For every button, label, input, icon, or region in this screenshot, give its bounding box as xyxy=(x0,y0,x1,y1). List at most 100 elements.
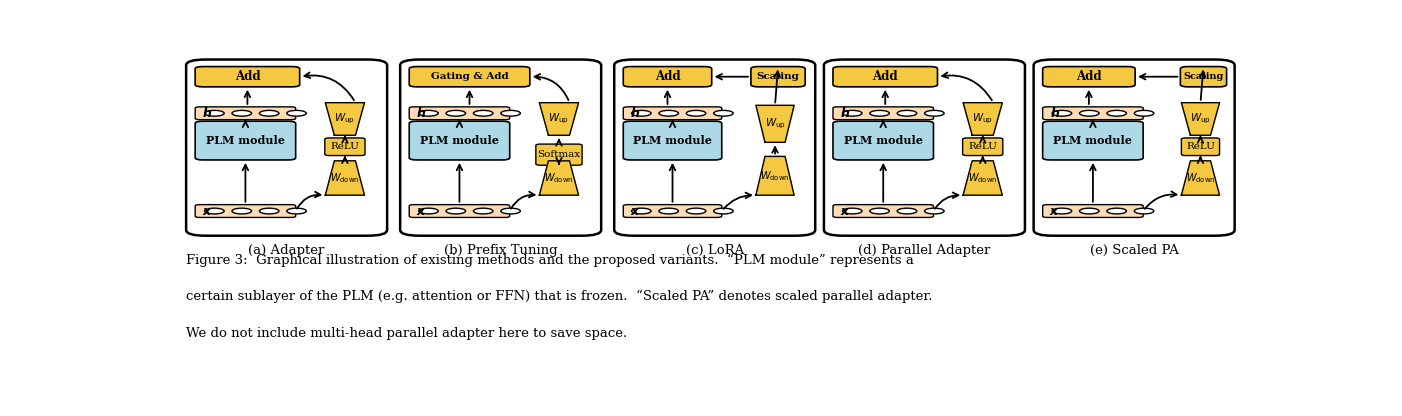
Text: $\bfit{x}$: $\bfit{x}$ xyxy=(416,205,426,218)
Circle shape xyxy=(631,208,651,214)
Circle shape xyxy=(287,208,306,214)
Text: ReLU: ReLU xyxy=(969,142,997,151)
Text: $\bfit{x}$: $\bfit{x}$ xyxy=(840,205,851,218)
FancyBboxPatch shape xyxy=(1182,138,1220,156)
FancyBboxPatch shape xyxy=(1033,59,1235,236)
Text: $W_\mathrm{up}$: $W_\mathrm{up}$ xyxy=(972,112,993,126)
Circle shape xyxy=(231,208,251,214)
Circle shape xyxy=(1080,208,1099,214)
FancyBboxPatch shape xyxy=(1043,205,1143,218)
Text: $W_\mathrm{up}$: $W_\mathrm{up}$ xyxy=(548,112,569,126)
FancyBboxPatch shape xyxy=(409,205,510,218)
Text: $\bfit{h}$: $\bfit{h}$ xyxy=(840,106,850,120)
Text: $\bfit{h}$: $\bfit{h}$ xyxy=(629,106,641,120)
Text: $W_\mathrm{up}$: $W_\mathrm{up}$ xyxy=(764,116,785,131)
Circle shape xyxy=(1052,208,1071,214)
FancyBboxPatch shape xyxy=(624,205,722,218)
Polygon shape xyxy=(756,156,794,195)
FancyBboxPatch shape xyxy=(824,59,1025,236)
Text: PLM module: PLM module xyxy=(421,135,499,146)
Text: ReLU: ReLU xyxy=(331,142,359,151)
Circle shape xyxy=(419,208,439,214)
Text: $W_\mathrm{up}$: $W_\mathrm{up}$ xyxy=(1190,112,1211,126)
FancyBboxPatch shape xyxy=(624,67,712,87)
FancyBboxPatch shape xyxy=(1043,107,1143,120)
Circle shape xyxy=(205,110,224,116)
Circle shape xyxy=(205,208,224,214)
Circle shape xyxy=(924,208,944,214)
Circle shape xyxy=(1134,208,1154,214)
FancyBboxPatch shape xyxy=(1180,67,1227,87)
Polygon shape xyxy=(325,103,365,135)
Text: Add: Add xyxy=(655,70,680,83)
Circle shape xyxy=(474,208,494,214)
Text: $\bfit{x}$: $\bfit{x}$ xyxy=(629,205,641,218)
Text: certain sublayer of the PLM (e.g. attention or FFN) that is frozen.  “Scaled PA”: certain sublayer of the PLM (e.g. attent… xyxy=(186,290,932,303)
Text: $W_\mathrm{down}$: $W_\mathrm{down}$ xyxy=(544,171,573,185)
FancyBboxPatch shape xyxy=(963,138,1002,156)
FancyBboxPatch shape xyxy=(195,205,296,218)
Text: Figure 3:  Graphical illustration of existing methods and the proposed variants.: Figure 3: Graphical illustration of exis… xyxy=(186,253,914,267)
Text: $W_\mathrm{down}$: $W_\mathrm{down}$ xyxy=(967,171,997,185)
Circle shape xyxy=(1080,110,1099,116)
FancyBboxPatch shape xyxy=(624,121,722,160)
FancyBboxPatch shape xyxy=(536,144,582,165)
FancyBboxPatch shape xyxy=(195,107,296,120)
Circle shape xyxy=(659,110,679,116)
Circle shape xyxy=(419,110,439,116)
FancyBboxPatch shape xyxy=(186,59,387,236)
Polygon shape xyxy=(1182,103,1220,135)
Text: We do not include multi-head parallel adapter here to save space.: We do not include multi-head parallel ad… xyxy=(186,327,627,340)
Text: $W_\mathrm{down}$: $W_\mathrm{down}$ xyxy=(331,171,360,185)
Circle shape xyxy=(869,208,889,214)
Circle shape xyxy=(1108,110,1126,116)
FancyBboxPatch shape xyxy=(833,107,934,120)
FancyBboxPatch shape xyxy=(325,138,365,156)
FancyBboxPatch shape xyxy=(409,107,510,120)
Polygon shape xyxy=(963,103,1002,135)
FancyBboxPatch shape xyxy=(751,67,805,87)
Text: PLM module: PLM module xyxy=(844,135,923,146)
Text: Gating & Add: Gating & Add xyxy=(430,72,509,81)
Circle shape xyxy=(501,208,520,214)
Circle shape xyxy=(474,110,494,116)
Circle shape xyxy=(659,208,679,214)
Polygon shape xyxy=(963,161,1002,195)
Text: (b) Prefix Tuning: (b) Prefix Tuning xyxy=(444,244,558,257)
Circle shape xyxy=(1052,110,1071,116)
Text: $\bfit{h}$: $\bfit{h}$ xyxy=(1050,106,1060,120)
Text: Scaling: Scaling xyxy=(1183,72,1224,81)
FancyBboxPatch shape xyxy=(195,67,300,87)
Circle shape xyxy=(501,110,520,116)
Text: PLM module: PLM module xyxy=(206,135,285,146)
Polygon shape xyxy=(325,161,365,195)
FancyBboxPatch shape xyxy=(833,205,934,218)
Text: Softmax: Softmax xyxy=(537,150,580,159)
FancyBboxPatch shape xyxy=(195,121,296,160)
Text: Add: Add xyxy=(872,70,899,83)
FancyBboxPatch shape xyxy=(400,59,601,236)
Circle shape xyxy=(843,110,862,116)
Text: $W_\mathrm{down}$: $W_\mathrm{down}$ xyxy=(1186,171,1216,185)
FancyBboxPatch shape xyxy=(833,67,938,87)
FancyBboxPatch shape xyxy=(614,59,815,236)
Polygon shape xyxy=(540,161,579,195)
FancyBboxPatch shape xyxy=(409,121,510,160)
FancyBboxPatch shape xyxy=(624,107,722,120)
Text: ReLU: ReLU xyxy=(1186,142,1216,151)
Text: Scaling: Scaling xyxy=(757,72,799,81)
Circle shape xyxy=(924,110,944,116)
FancyBboxPatch shape xyxy=(833,121,934,160)
Circle shape xyxy=(686,208,705,214)
Circle shape xyxy=(714,208,733,214)
Text: $W_\mathrm{down}$: $W_\mathrm{down}$ xyxy=(760,169,789,183)
FancyBboxPatch shape xyxy=(409,67,530,87)
Circle shape xyxy=(446,110,465,116)
Circle shape xyxy=(869,110,889,116)
Circle shape xyxy=(714,110,733,116)
FancyBboxPatch shape xyxy=(1043,121,1143,160)
Text: (c) LoRA: (c) LoRA xyxy=(686,244,744,257)
Text: $\bfit{x}$: $\bfit{x}$ xyxy=(202,205,213,218)
Circle shape xyxy=(287,110,306,116)
Polygon shape xyxy=(1182,161,1220,195)
